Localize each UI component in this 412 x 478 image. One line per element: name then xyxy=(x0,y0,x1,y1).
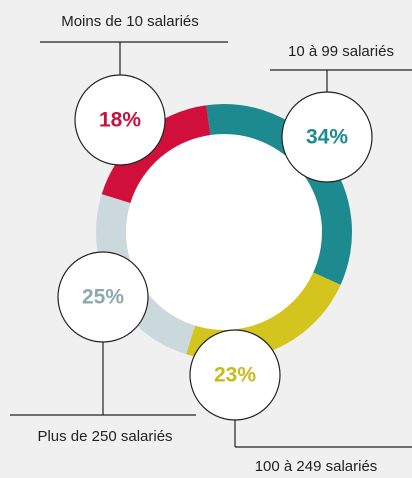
value-label: 18% xyxy=(99,109,141,132)
value-label: 23% xyxy=(214,364,256,387)
donut-hole xyxy=(126,134,322,330)
value-label: 25% xyxy=(82,286,124,309)
category-label: 10 à 99 salariés xyxy=(288,43,394,60)
value-label: 34% xyxy=(306,126,348,149)
category-label: Moins de 10 salariés xyxy=(61,13,199,30)
category-label: 100 à 249 salariés xyxy=(255,458,378,475)
category-label: Plus de 250 salariés xyxy=(37,428,172,445)
donut-segment xyxy=(95,194,196,355)
label-bubble xyxy=(189,329,281,421)
donut-segment xyxy=(101,105,211,204)
label-bubble xyxy=(281,91,373,183)
label-bubble xyxy=(57,251,149,343)
label-bubble xyxy=(74,74,166,166)
